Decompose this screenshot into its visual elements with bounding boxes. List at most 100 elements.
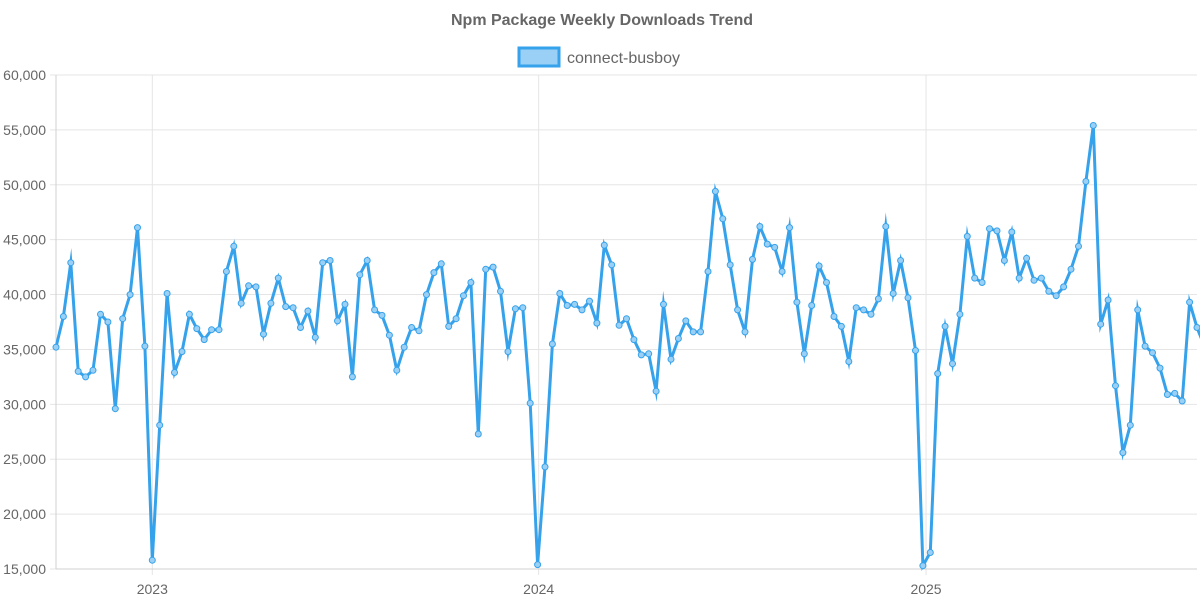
data-point[interactable] bbox=[267, 299, 275, 307]
data-point[interactable] bbox=[1193, 324, 1200, 331]
data-point[interactable] bbox=[1067, 265, 1075, 273]
data-point[interactable] bbox=[949, 360, 956, 368]
data-point[interactable] bbox=[1000, 257, 1008, 264]
data-point[interactable] bbox=[889, 290, 897, 297]
data-point[interactable] bbox=[252, 283, 260, 291]
data-point[interactable] bbox=[208, 326, 216, 334]
data-point[interactable] bbox=[919, 562, 927, 570]
data-point[interactable] bbox=[786, 224, 793, 232]
data-point[interactable] bbox=[67, 259, 75, 267]
data-point[interactable] bbox=[274, 274, 282, 282]
data-point[interactable] bbox=[800, 350, 808, 358]
data-point[interactable] bbox=[193, 325, 201, 333]
data-point[interactable] bbox=[59, 313, 67, 320]
data-point[interactable] bbox=[474, 430, 482, 438]
data-point[interactable] bbox=[260, 330, 267, 338]
data-point[interactable] bbox=[341, 300, 349, 308]
data-point[interactable] bbox=[1015, 274, 1023, 282]
data-point[interactable] bbox=[371, 306, 379, 314]
data-point[interactable] bbox=[319, 259, 327, 267]
data-point[interactable] bbox=[82, 373, 90, 381]
data-point[interactable] bbox=[445, 322, 453, 330]
data-point[interactable] bbox=[178, 348, 186, 356]
data-point[interactable] bbox=[608, 261, 616, 269]
data-point[interactable] bbox=[534, 561, 542, 569]
data-point[interactable] bbox=[297, 324, 304, 331]
data-point[interactable] bbox=[215, 326, 223, 334]
data-point[interactable] bbox=[771, 243, 779, 251]
data-point[interactable] bbox=[660, 300, 667, 308]
data-point[interactable] bbox=[897, 257, 905, 264]
data-point[interactable] bbox=[860, 306, 868, 314]
data-point[interactable] bbox=[993, 227, 1001, 235]
data-point[interactable] bbox=[711, 187, 719, 195]
data-point[interactable] bbox=[689, 328, 697, 336]
data-point[interactable] bbox=[452, 315, 460, 323]
data-point[interactable] bbox=[749, 255, 756, 263]
data-point[interactable] bbox=[497, 287, 504, 295]
data-point[interactable] bbox=[1141, 342, 1149, 350]
data-point[interactable] bbox=[1045, 287, 1053, 295]
data-point[interactable] bbox=[593, 319, 601, 327]
data-point[interactable] bbox=[837, 322, 845, 330]
data-point[interactable] bbox=[393, 366, 401, 374]
data-point[interactable] bbox=[74, 367, 82, 375]
data-point[interactable] bbox=[741, 328, 749, 336]
data-point[interactable] bbox=[682, 317, 690, 325]
data-point[interactable] bbox=[1008, 228, 1016, 236]
data-point[interactable] bbox=[734, 306, 742, 314]
data-point[interactable] bbox=[408, 324, 416, 331]
data-point[interactable] bbox=[808, 302, 816, 309]
data-point[interactable] bbox=[1186, 298, 1194, 306]
data-point[interactable] bbox=[986, 225, 993, 233]
data-point[interactable] bbox=[600, 241, 608, 249]
data-point[interactable] bbox=[52, 343, 60, 351]
data-point[interactable] bbox=[830, 313, 838, 320]
data-point[interactable] bbox=[245, 282, 253, 290]
data-point[interactable] bbox=[489, 263, 497, 271]
data-point[interactable] bbox=[89, 366, 97, 374]
data-point[interactable] bbox=[185, 310, 193, 318]
data-point[interactable] bbox=[978, 279, 986, 286]
data-point[interactable] bbox=[541, 463, 549, 471]
data-point[interactable] bbox=[645, 350, 653, 358]
data-point[interactable] bbox=[823, 279, 830, 286]
data-point[interactable] bbox=[311, 333, 319, 341]
data-point[interactable] bbox=[1097, 320, 1105, 328]
data-point[interactable] bbox=[1178, 397, 1186, 405]
data-point[interactable] bbox=[467, 279, 475, 286]
data-point[interactable] bbox=[230, 242, 238, 250]
data-point[interactable] bbox=[519, 304, 527, 312]
data-point[interactable] bbox=[282, 303, 290, 311]
data-point[interactable] bbox=[222, 268, 230, 275]
data-point[interactable] bbox=[845, 358, 853, 365]
data-point[interactable] bbox=[852, 304, 860, 312]
legend-swatch[interactable] bbox=[517, 46, 561, 68]
data-point[interactable] bbox=[882, 223, 890, 230]
data-point[interactable] bbox=[926, 549, 934, 556]
data-point[interactable] bbox=[148, 556, 156, 564]
data-point[interactable] bbox=[119, 315, 127, 323]
data-point[interactable] bbox=[934, 370, 942, 378]
data-point[interactable] bbox=[304, 307, 312, 315]
data-point[interactable] bbox=[793, 298, 801, 306]
data-point[interactable] bbox=[171, 369, 178, 376]
data-point[interactable] bbox=[963, 232, 971, 240]
data-point[interactable] bbox=[697, 328, 705, 336]
data-point[interactable] bbox=[1156, 364, 1164, 372]
data-point[interactable] bbox=[437, 260, 445, 268]
data-point[interactable] bbox=[356, 271, 364, 279]
data-point[interactable] bbox=[326, 257, 334, 264]
data-point[interactable] bbox=[1126, 421, 1134, 429]
data-point[interactable] bbox=[1134, 306, 1142, 314]
data-point[interactable] bbox=[548, 340, 556, 348]
data-point[interactable] bbox=[126, 291, 134, 299]
data-point[interactable] bbox=[615, 321, 623, 329]
data-point[interactable] bbox=[526, 399, 534, 407]
data-point[interactable] bbox=[815, 262, 823, 270]
data-point[interactable] bbox=[163, 290, 171, 297]
data-point[interactable] bbox=[460, 292, 467, 300]
data-point[interactable] bbox=[667, 355, 675, 363]
data-point[interactable] bbox=[348, 373, 356, 381]
data-point[interactable] bbox=[704, 268, 712, 275]
